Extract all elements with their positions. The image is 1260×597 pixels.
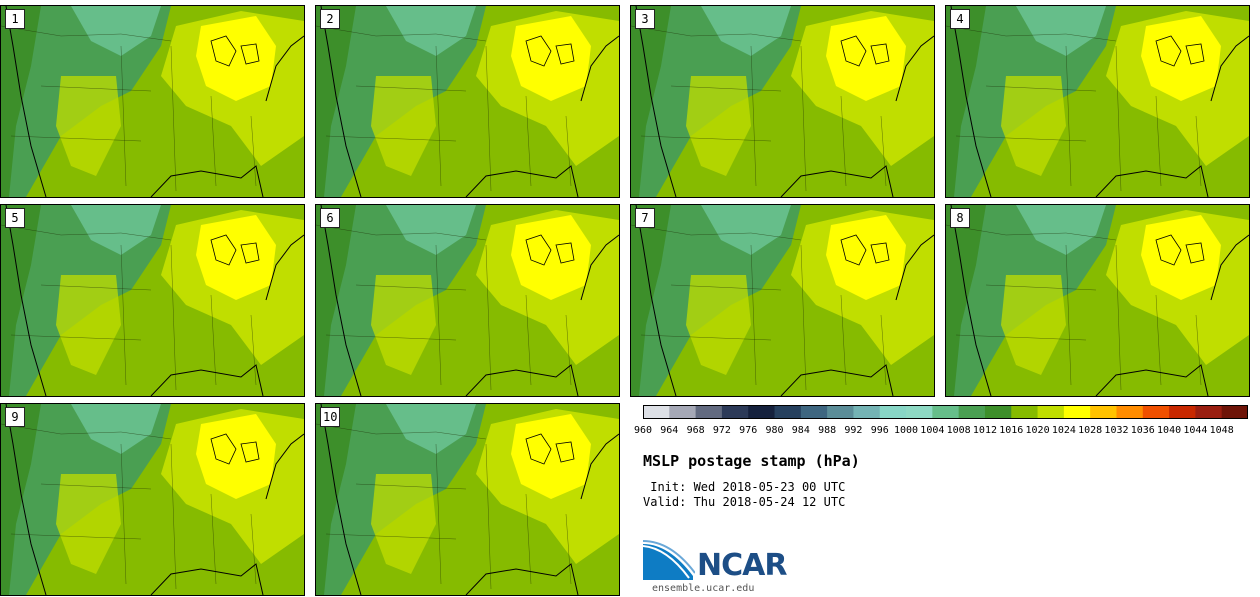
- colorbar-swatch: [1063, 405, 1091, 419]
- ensemble-member-panel: 10: [315, 403, 620, 596]
- colorbar-tick-label: 1048: [1209, 425, 1234, 436]
- colorbar-tick-label: 980: [765, 425, 784, 436]
- colorbar-tick-label: 1012: [972, 425, 997, 436]
- member-number: 1: [5, 9, 25, 29]
- colorbar-swatch: [669, 405, 697, 419]
- member-number: 10: [320, 407, 341, 427]
- colorbar-swatch: [643, 405, 670, 419]
- ensemble-member-panel: 5: [0, 204, 305, 397]
- colorbar-tick-label: 988: [818, 425, 837, 436]
- colorbar-swatch: [1142, 405, 1170, 419]
- ensemble-member-panel: 1: [0, 5, 305, 198]
- colorbar-tick-label: 972: [712, 425, 731, 436]
- colorbar-tick-label: 1028: [1078, 425, 1103, 436]
- colorbar-tick-label: 1040: [1157, 425, 1182, 436]
- colorbar-tick-label: 1004: [920, 425, 945, 436]
- colorbar-swatch: [800, 405, 828, 419]
- plot-title: MSLP postage stamp (hPa): [643, 452, 860, 470]
- colorbar-tick-label: 1016: [999, 425, 1024, 436]
- colorbar-swatch: [984, 405, 1012, 419]
- member-number: 6: [320, 208, 340, 228]
- colorbar-tick-label: 1000: [893, 425, 919, 436]
- colorbar-tick-label: 1008: [946, 425, 971, 436]
- valid-time: Valid: Thu 2018-05-24 12 UTC: [643, 495, 846, 509]
- colorbar-tick-label: 960: [633, 425, 653, 436]
- colorbar-tick-label: 1024: [1051, 425, 1076, 436]
- ensemble-member-panel: 7: [630, 204, 935, 397]
- ensemble-member-panel: 4: [945, 5, 1250, 198]
- ensemble-member-panel: 9: [0, 403, 305, 596]
- colorbar-tick-label: 1036: [1130, 425, 1155, 436]
- ensemble-member-panel: 2: [315, 5, 620, 198]
- colorbar-tick-label: 984: [791, 425, 810, 436]
- colorbar-swatch: [906, 405, 933, 419]
- colorbar-swatch: [1221, 405, 1248, 419]
- member-number: 2: [320, 9, 340, 29]
- member-number: 8: [950, 208, 970, 228]
- colorbar-swatch: [1037, 405, 1065, 419]
- colorbar-swatch: [1169, 405, 1196, 419]
- member-number: 4: [950, 9, 970, 29]
- colorbar-swatch: [748, 405, 776, 419]
- colorbar-tick-label: 992: [844, 425, 863, 436]
- colorbar-swatch: [853, 405, 881, 419]
- colorbar-tick-label: 976: [739, 425, 758, 436]
- ensemble-member-panel: 6: [315, 204, 620, 397]
- ncar-logo-text: NCAR: [697, 548, 787, 583]
- colorbar-swatch: [932, 405, 960, 419]
- ensemble-member-panel: 3: [630, 5, 935, 198]
- colorbar-tick-label: 1032: [1104, 425, 1129, 436]
- colorbar-swatch: [879, 405, 907, 419]
- mslp-colorbar: [643, 405, 1248, 419]
- ncar-logo-icon: [643, 540, 695, 580]
- colorbar-swatch: [721, 405, 749, 419]
- ncar-url: ensemble.ucar.edu: [652, 583, 755, 594]
- colorbar-tick-label: 996: [870, 425, 889, 436]
- member-number: 7: [635, 208, 655, 228]
- init-time: Init: Wed 2018-05-23 00 UTC: [643, 480, 846, 494]
- member-number: 9: [5, 407, 25, 427]
- member-number: 3: [635, 9, 655, 29]
- colorbar-swatch: [1195, 405, 1223, 419]
- colorbar-tick-label: 1044: [1183, 425, 1208, 436]
- colorbar-swatch: [774, 405, 802, 419]
- colorbar-tick-label: 964: [660, 425, 679, 436]
- colorbar-swatch: [1011, 405, 1039, 419]
- colorbar-tick-label: 968: [686, 425, 705, 436]
- ensemble-member-panel: 8: [945, 204, 1250, 397]
- colorbar-swatch: [958, 405, 986, 419]
- colorbar-tick-label: 1020: [1025, 425, 1050, 436]
- colorbar-swatch: [827, 405, 854, 419]
- colorbar-swatch: [695, 405, 723, 419]
- colorbar-swatch: [1116, 405, 1144, 419]
- member-number: 5: [5, 208, 25, 228]
- colorbar-swatch: [1090, 405, 1117, 419]
